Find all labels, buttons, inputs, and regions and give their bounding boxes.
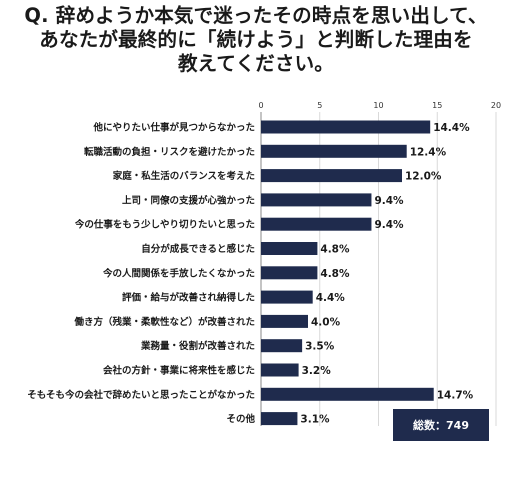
- chart-title: Q. 辞めようか本気で迷ったその時点を思い出して、 あなたが最終的に「続けよう」…: [0, 4, 512, 76]
- data-label: 12.0%: [405, 171, 442, 183]
- data-label: 4.8%: [320, 268, 350, 280]
- bar: [261, 193, 372, 207]
- data-label: 9.4%: [374, 219, 404, 231]
- category-label: 家庭・私生活のバランスを考えた: [113, 170, 255, 182]
- data-label: 4.0%: [311, 316, 341, 328]
- total-respondents-badge: 総数：749: [393, 409, 489, 441]
- bar: [261, 120, 431, 134]
- data-label: 3.5%: [305, 341, 335, 353]
- category-label: 他にやりたい仕事が見つからなかった: [92, 122, 255, 134]
- data-label: 4.8%: [320, 244, 350, 256]
- category-label: 業務量・役割が改善された: [140, 340, 255, 352]
- bar: [261, 217, 372, 231]
- data-label: 3.2%: [302, 365, 332, 377]
- x-tick-label: 0: [258, 101, 263, 110]
- category-label: 上司・同僚の支援が心強かった: [122, 194, 255, 206]
- bar: [261, 242, 318, 255]
- category-label: 今の人間関係を手放したくなかった: [102, 267, 255, 279]
- category-label: 転職活動の負担・リスクを避けたかった: [84, 146, 255, 158]
- category-label: 働き方（残業・柔軟性など）が改善された: [73, 316, 255, 328]
- data-label: 14.7%: [437, 389, 474, 401]
- bar: [261, 266, 318, 280]
- title-line-2: あなたが最終的に「続けよう」と判断した理由を: [39, 28, 473, 51]
- bar: [261, 339, 303, 353]
- data-label: 12.4%: [410, 146, 447, 158]
- category-label: 自分が成長できると感じた: [141, 243, 255, 255]
- data-label: 4.4%: [316, 292, 346, 304]
- category-label: 会社の方針・事業に将来性を感じた: [103, 365, 255, 377]
- x-tick-label: 10: [373, 101, 383, 110]
- bar: [261, 363, 299, 377]
- bar: [261, 314, 308, 328]
- bar: [261, 387, 434, 401]
- title-line-1: Q. 辞めようか本気で迷ったその時点を思い出して、: [24, 4, 488, 27]
- bar: [261, 144, 407, 158]
- category-label: 今の仕事をもう少しやり切りたいと思った: [74, 219, 255, 231]
- bar: [261, 169, 402, 183]
- x-tick-label: 15: [432, 101, 442, 110]
- bar: [261, 290, 313, 304]
- category-label: 評価・給与が改善され納得した: [122, 292, 255, 304]
- data-label: 9.4%: [374, 195, 404, 207]
- data-label: 3.1%: [300, 414, 330, 426]
- data-label: 14.4%: [433, 122, 470, 134]
- x-tick-label: 5: [317, 101, 322, 110]
- category-label: その他: [226, 413, 255, 425]
- x-tick-label: 20: [491, 101, 501, 110]
- title-line-3: 教えてください。: [177, 52, 335, 75]
- category-label: そもそも今の会社で辞めたいと思ったことがなかった: [27, 389, 255, 401]
- bar: [261, 412, 298, 426]
